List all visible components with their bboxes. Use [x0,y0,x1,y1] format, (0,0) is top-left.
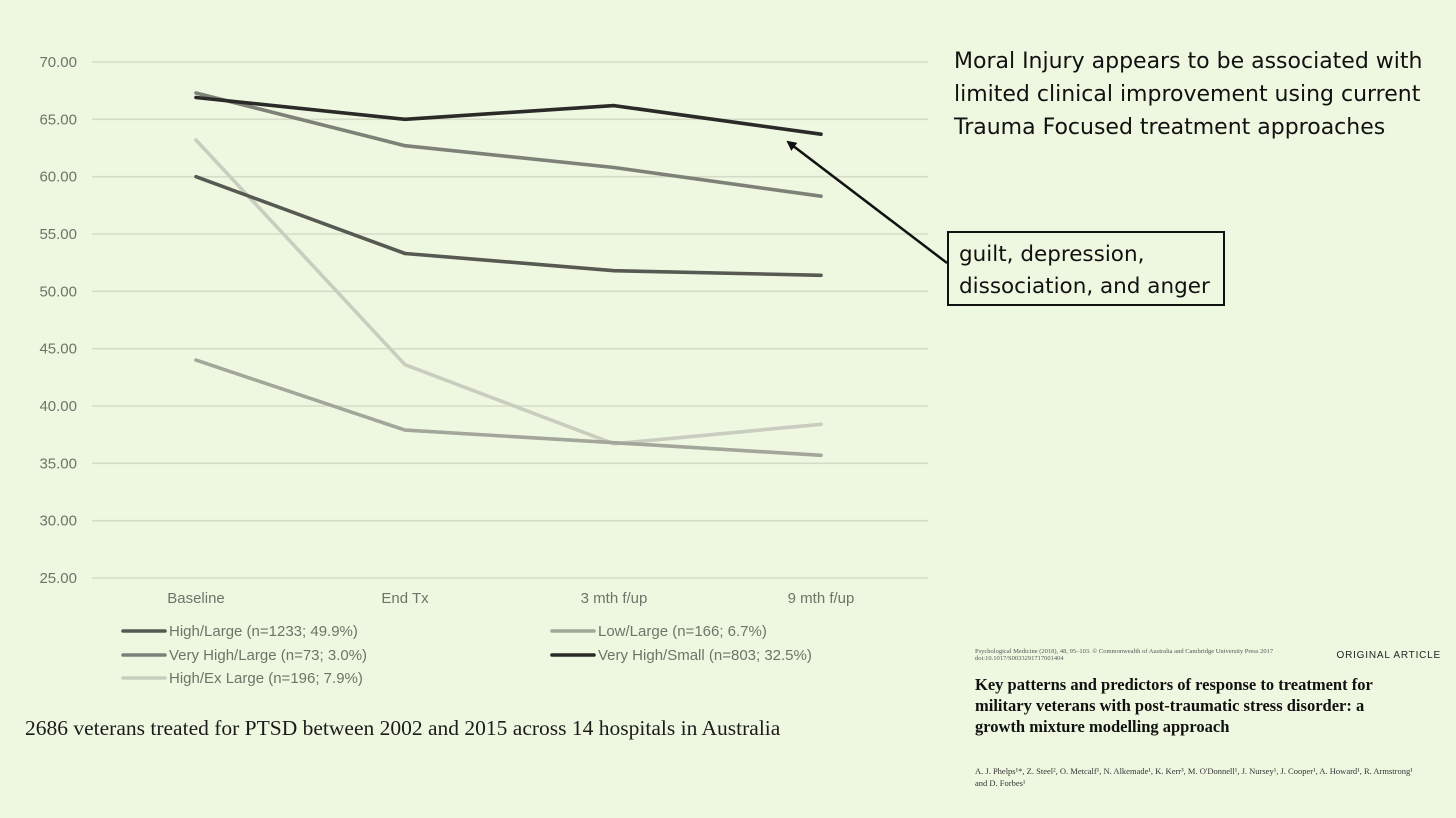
y-tick-label: 45.00 [39,341,77,358]
y-axis-ticks: 70.00 65.00 60.00 55.00 50.00 45.00 40.00 35.00… [39,54,77,587]
annotation-box: guilt, depression, dissociation, and ang… [947,231,1225,306]
y-tick-label: 70.00 [39,54,77,71]
gridlines [92,61,928,579]
legend-label: Very High/Large (n=73; 3.0%) [169,647,367,664]
legend-item: Very High/Small (n=803; 32.5%) [550,647,812,664]
y-tick-label: 65.00 [39,111,77,128]
legend-label: High/Large (n=1233; 49.9%) [169,623,358,640]
annotation-line-2: dissociation, and anger [959,274,1210,299]
series-line [194,358,823,458]
annotation-line-1: guilt, depression, [959,242,1145,267]
paper-journal: Psychological Medicine (2018), 48, 95–10… [975,648,1335,662]
paper-authors: A. J. Phelps¹*, Z. Steel², O. Metcalf¹, … [975,766,1413,788]
series-line [194,91,823,198]
y-tick-label: 25.00 [39,570,77,587]
paper-journal-line: Psychological Medicine (2018), 48, 95–10… [975,648,1274,655]
line-chart: 70.00 65.00 60.00 55.00 50.00 45.00 40.00 35.00… [39,54,928,687]
legend-item: High/Large (n=1233; 49.9%) [121,623,358,640]
y-tick-label: 40.00 [39,398,77,415]
chart-caption: 2686 veterans treated for PTSD between 2… [25,716,781,740]
series-line [194,138,823,446]
legend: High/Large (n=1233; 49.9%) Very High/Larg… [121,623,812,687]
series-lines [194,91,823,458]
x-tick-label: 3 mth f/up [581,590,648,607]
y-tick-label: 30.00 [39,513,77,530]
y-tick-label: 55.00 [39,226,77,243]
paper-meta: Psychological Medicine (2018), 48, 95–10… [975,648,1445,666]
paper-citation: Psychological Medicine (2018), 48, 95–10… [975,648,1445,789]
series-line [194,95,823,136]
paper-doi: doi:10.1017/S0033291717001404 [975,655,1064,662]
paper-article-type: ORIGINAL ARTICLE [1336,650,1441,661]
x-tick-label: Baseline [167,590,225,607]
series-line [194,174,823,278]
x-axis-ticks: Baseline End Tx 3 mth f/up 9 mth f/up [167,590,854,607]
legend-item: Low/Large (n=166; 6.7%) [550,623,767,640]
paper-title: Key patterns and predictors of response … [975,675,1373,736]
x-tick-label: End Tx [381,590,429,607]
legend-item: Very High/Large (n=73; 3.0%) [121,647,367,664]
legend-label: High/Ex Large (n=196; 7.9%) [169,670,363,687]
y-tick-label: 50.00 [39,283,77,300]
legend-label: Very High/Small (n=803; 32.5%) [598,647,812,664]
y-tick-label: 60.00 [39,169,77,186]
legend-label: Low/Large (n=166; 6.7%) [598,623,767,640]
y-tick-label: 35.00 [39,455,77,472]
headline: Moral Injury appears to be associated wi… [954,49,1423,140]
x-tick-label: 9 mth f/up [788,590,855,607]
legend-item: High/Ex Large (n=196; 7.9%) [121,670,363,687]
